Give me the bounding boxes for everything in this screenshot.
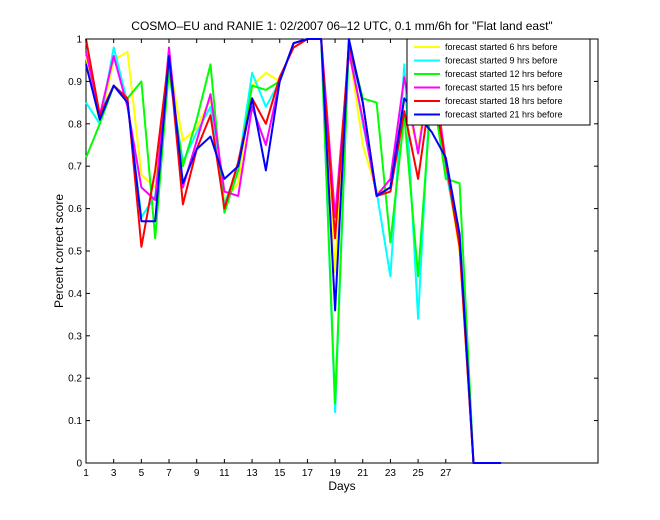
legend-box [406, 38, 591, 126]
y-axis-ticks: 0 0.1 0.2 0.3 0.4 0.5 0.6 0.7 0.8 0.9 1 [68, 35, 598, 470]
x-tick-label: 13 [246, 468, 258, 479]
legend-label-1: forecast started 6 hrs before [445, 42, 558, 52]
legend-label-6: forecast started 21 hrs before [445, 110, 563, 120]
y-tick-label: 0 [76, 459, 82, 470]
x-tick-label: 23 [385, 468, 397, 479]
x-tick-label: 19 [330, 468, 342, 479]
legend-label-5: forecast started 18 hrs before [445, 96, 563, 106]
x-tick-label: 17 [302, 468, 314, 479]
y-tick-label: 0.1 [68, 416, 82, 427]
x-tick-label: 3 [111, 468, 117, 479]
y-tick-label: 0.3 [68, 331, 82, 342]
y-tick-label: 0.5 [68, 247, 82, 258]
y-tick-label: 0.4 [68, 289, 82, 300]
x-tick-label: 27 [440, 468, 452, 479]
legend-label-2: forecast started 9 hrs before [445, 56, 558, 66]
x-tick-label: 21 [357, 468, 369, 479]
x-axis-ticks: 1 3 5 7 9 11 13 15 17 19 21 23 25 27 [83, 39, 452, 479]
series-line-6 [85, 38, 502, 464]
y-tick-label: 0.8 [68, 119, 82, 130]
chart-title: COSMO–EU and RANIE 1: 02/2007 06–12 UTC,… [131, 19, 552, 33]
legend-label-4: forecast started 15 hrs before [445, 83, 563, 93]
x-axis-label: Days [328, 479, 355, 493]
legend: forecast started 6 hrs before forecast st… [406, 38, 591, 126]
x-tick-label: 11 [219, 468, 230, 479]
x-tick-label: 1 [83, 468, 89, 479]
x-tick-label: 7 [166, 468, 172, 479]
y-tick-label: 0.6 [68, 204, 82, 215]
x-tick-label: 15 [274, 468, 286, 479]
x-tick-label: 25 [413, 468, 425, 479]
y-tick-label: 1 [76, 35, 82, 46]
x-tick-label: 9 [194, 468, 200, 479]
y-axis-label: Percent correct score [52, 194, 66, 308]
y-tick-label: 0.7 [68, 162, 82, 173]
y-tick-label: 0.2 [68, 374, 82, 385]
y-tick-label: 0.9 [68, 77, 82, 88]
legend-label-3: forecast started 12 hrs before [445, 69, 563, 79]
x-tick-label: 5 [139, 468, 145, 479]
